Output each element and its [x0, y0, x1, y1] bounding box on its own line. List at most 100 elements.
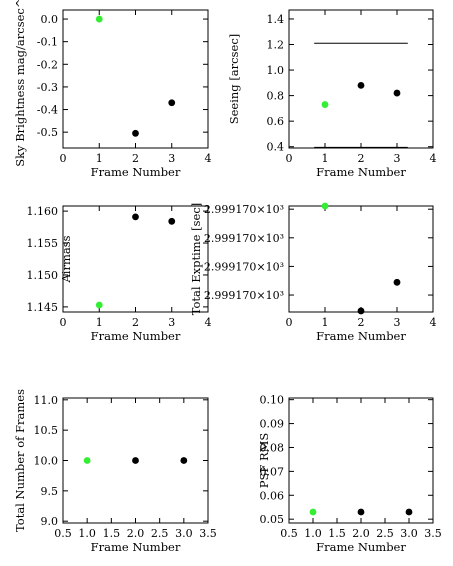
- y-axis-label: Total Exptime [sec]: [189, 203, 203, 316]
- x-axis-label: Frame Number: [91, 165, 181, 179]
- data-point: [95, 301, 103, 309]
- data-point: [357, 508, 365, 516]
- y-tick-label: 0.06: [260, 489, 285, 502]
- panel-airmass: 0 1 2 3 4 1.145 1.150 1.155 1.160 Frame Number Air…: [27, 205, 212, 343]
- data-point: [83, 457, 91, 464]
- y-tick-label: 1.155: [27, 237, 59, 250]
- x-axis-label: Frame Number: [316, 165, 406, 179]
- total-exptime-plot-frame: [288, 205, 434, 313]
- y-tick-label: 1.0: [267, 64, 285, 77]
- psf-rms-plot-frame: [288, 397, 434, 524]
- x-tick-label: 3: [394, 316, 401, 329]
- x-tick-label: 3.0: [175, 527, 193, 540]
- x-tick-label: 3: [168, 152, 175, 165]
- data-point: [405, 508, 413, 516]
- y-tick-label: -0.1: [37, 36, 58, 49]
- y-tick-label: 9.5: [41, 485, 59, 498]
- panel-sky-brightness: 0 1 2 3 4 0.0 -0.1 -0.2 -0.3 -0.4 -0.5 Frame Number…: [13, 0, 212, 179]
- data-point: [132, 129, 139, 137]
- y-tick-label: 0.09: [260, 418, 285, 431]
- y-tick-label: 10.5: [34, 424, 59, 437]
- y-tick-label: 1.2: [267, 39, 285, 52]
- y-tick-label: 0.6: [267, 115, 285, 128]
- x-axis-label: Frame Number: [91, 329, 181, 343]
- y-axis-label: Seeing [arcsec]: [227, 34, 241, 125]
- x-tick-label: 3: [394, 152, 401, 165]
- panel-psf-rms: 0.5 1.0 1.5 2.0 2.5 3.0 3.5 0.05 0.06 0.07 0.08 0.0…: [257, 394, 442, 554]
- x-tick-label: 1.5: [103, 527, 121, 540]
- y-tick-label: 2.999170×10³: [204, 260, 284, 273]
- x-tick-label: 1.0: [78, 527, 96, 540]
- airmass-plot-frame: [62, 205, 209, 313]
- x-tick-label: 2: [132, 316, 139, 329]
- y-tick-label: 0.8: [267, 90, 285, 103]
- y-tick-label: 1.145: [27, 301, 59, 314]
- data-point: [168, 99, 176, 107]
- x-tick-label: 3.0: [400, 527, 418, 540]
- x-tick-label: 4: [205, 316, 212, 329]
- sky-brightness-plot-frame: [62, 9, 209, 149]
- x-tick-label: 2: [358, 152, 365, 165]
- x-axis-label: Frame Number: [316, 329, 406, 343]
- data-point: [321, 202, 329, 210]
- x-tick-label: 3.5: [424, 527, 442, 540]
- x-tick-label: 2: [132, 152, 139, 165]
- x-tick-label: 0.5: [54, 527, 72, 540]
- x-tick-label: 1.5: [328, 527, 346, 540]
- x-tick-label: 2.5: [376, 527, 394, 540]
- x-tick-label: 0: [60, 152, 67, 165]
- y-tick-label: 0.10: [260, 394, 285, 407]
- data-point: [393, 89, 401, 97]
- y-axis-label: Airmass: [59, 235, 73, 283]
- x-tick-label: 4: [430, 316, 437, 329]
- data-point: [357, 307, 365, 315]
- seeing-plot-frame: [288, 9, 434, 149]
- x-tick-label: 1: [322, 316, 329, 329]
- x-tick-label: 1: [322, 152, 329, 165]
- x-axis-label: Frame Number: [316, 540, 406, 554]
- x-tick-label: 0: [286, 152, 293, 165]
- x-tick-label: 1: [96, 316, 103, 329]
- x-tick-label: 3.5: [199, 527, 217, 540]
- x-tick-label: 3: [168, 316, 175, 329]
- y-tick-label: 0.07: [260, 465, 285, 478]
- x-tick-label: 0.5: [280, 527, 298, 540]
- y-tick-label: 0.0: [41, 13, 59, 26]
- x-tick-label: 4: [430, 152, 437, 165]
- x-tick-label: 2: [358, 316, 365, 329]
- y-tick-label: 1.160: [27, 205, 59, 218]
- y-tick-label: 2.999170×10³: [204, 232, 284, 245]
- panel-total-exptime: 0 1 2 3 4 2.999170×10³ 2.999170×10³ 2.999170×10…: [189, 202, 437, 343]
- y-tick-label: 2.999170×10³: [204, 289, 284, 302]
- data-point: [132, 457, 139, 464]
- data-point: [321, 101, 329, 108]
- x-tick-label: 0: [60, 316, 67, 329]
- y-tick-label: 0.4: [267, 141, 285, 154]
- y-tick-label: 9.0: [41, 515, 59, 528]
- x-tick-label: 0: [286, 316, 293, 329]
- data-point: [168, 217, 176, 225]
- data-point: [393, 278, 401, 286]
- x-tick-label: 2.0: [127, 527, 145, 540]
- y-tick-label: -0.5: [37, 126, 58, 139]
- y-tick-label: 0.08: [260, 441, 285, 454]
- y-tick-label: 11.0: [34, 394, 59, 407]
- panel-total-number-of-frames: 0.5 1.0 1.5 2.0 2.5 3.0 3.5 9.0 9.5 10.0 10.5 11.0 F…: [13, 389, 217, 554]
- y-tick-label: -0.2: [37, 58, 58, 71]
- y-tick-label: 1.4: [267, 13, 285, 26]
- panel-seeing: 0 1 2 3 4 0.4 0.6 0.8 1.0 1.2 1.4 Frame Number Seein…: [227, 9, 437, 179]
- y-tick-label: 1.150: [27, 269, 59, 282]
- data-point: [180, 457, 188, 464]
- y-tick-label: 10.0: [34, 455, 59, 468]
- data-point: [95, 15, 103, 23]
- y-tick-label: -0.4: [37, 104, 58, 117]
- data-point: [309, 508, 317, 516]
- y-tick-label: -0.3: [37, 81, 58, 94]
- y-tick-label: 0.05: [260, 513, 285, 526]
- data-point: [132, 213, 139, 221]
- y-axis-label: Total Number of Frames: [13, 389, 27, 532]
- x-tick-label: 2.0: [352, 527, 370, 540]
- x-axis-label: Frame Number: [91, 540, 181, 554]
- data-point: [357, 81, 365, 89]
